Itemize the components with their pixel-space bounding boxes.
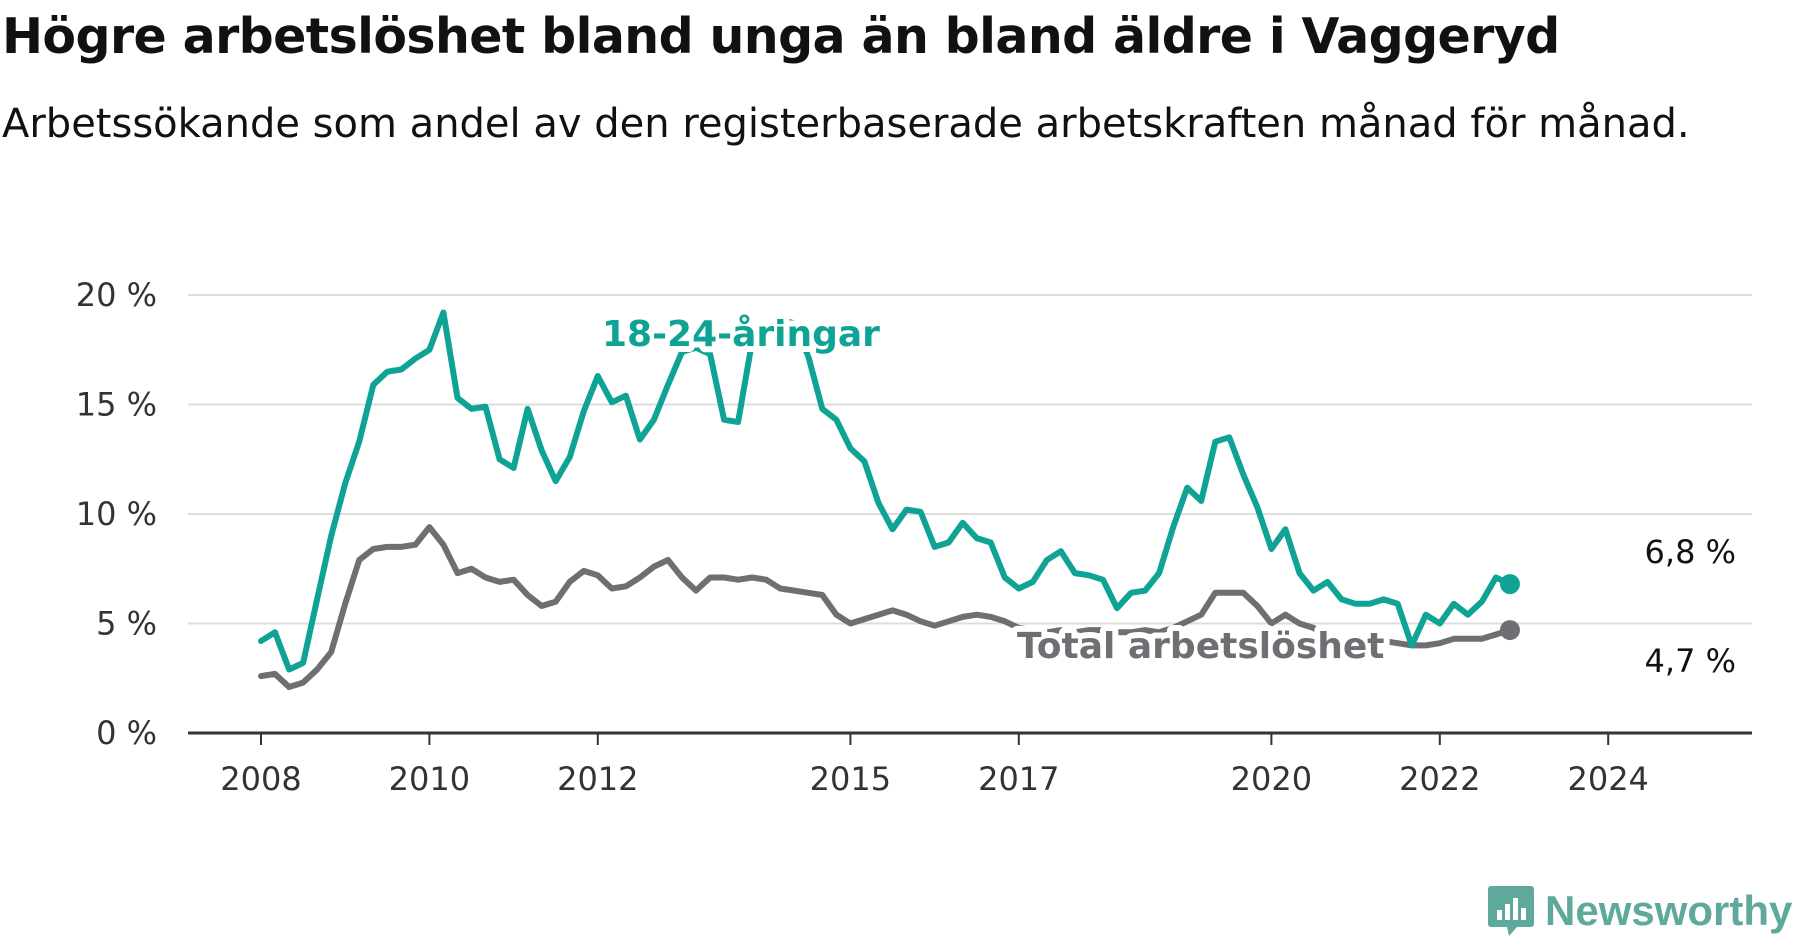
x-tick-label: 2012 [557,760,638,798]
end-point-total [1499,620,1520,641]
chart-title: Högre arbetslöshet bland unga än bland ä… [2,8,1560,65]
series-label-youth-halo: 18-24-åringar [602,314,880,355]
series-label-total: Total arbetslöshet [1017,626,1385,667]
y-tick-label: 0 % [96,714,157,752]
x-tick-label: 2010 [389,760,470,798]
end-label-youth: 6,8 % [1645,533,1736,571]
series-line-total [258,524,1513,690]
gridlines [188,294,1752,625]
y-axis-ticks: 0 % 5 % 10 % 15 % 20 % [76,276,157,752]
x-axis-ticks: 2008 2010 2012 2015 2017 2020 2022 2024 [220,733,1649,798]
end-label-total: 4,7 % [1645,642,1736,680]
y-tick-label: 10 % [76,495,157,533]
x-tick-label: 2022 [1399,760,1480,798]
bar-chart-speech-bubble-icon [1488,886,1534,936]
x-tick-label: 2020 [1231,760,1312,798]
y-tick-label: 15 % [76,386,157,424]
x-tick-label: 2015 [810,760,891,798]
end-point-youth [1499,574,1520,595]
newsworthy-logo: Newsworthy [1487,884,1792,938]
series-label-youth: 18-24-åringar [602,314,880,355]
series-label-total-halo: Total arbetslöshet [1017,626,1385,667]
y-tick-label: 5 % [96,605,157,643]
chart-subtitle: Arbetssökande som andel av den registerb… [2,101,1690,147]
x-tick-label: 2017 [978,760,1059,798]
y-tick-label: 20 % [76,276,157,314]
x-tick-label: 2024 [1567,760,1648,798]
brand-name: Newsworthy [1545,887,1793,934]
series-lines [258,309,1520,690]
x-tick-label: 2008 [220,760,301,798]
series-line-youth [258,309,1513,673]
